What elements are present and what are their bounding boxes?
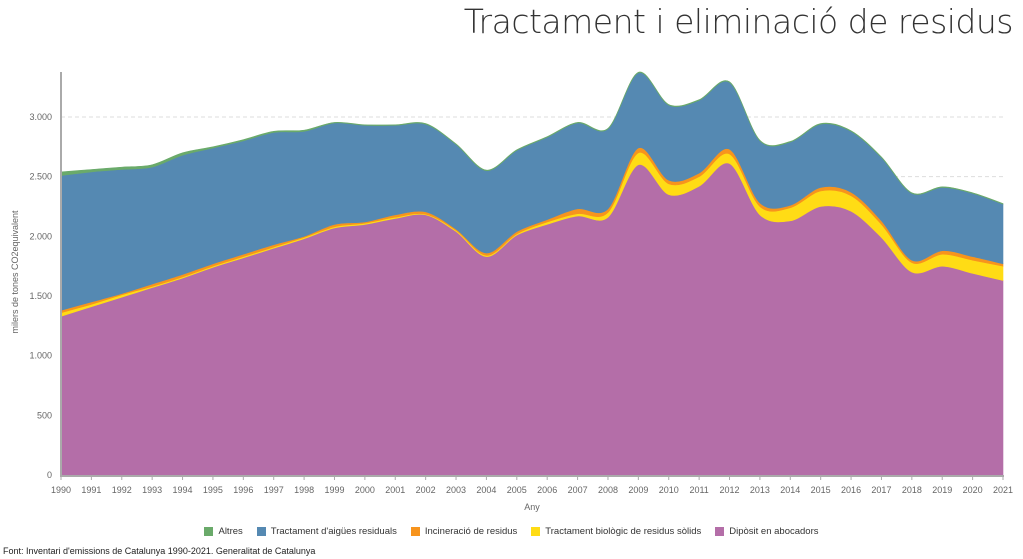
chart-title: Tractament i eliminació de residus bbox=[463, 2, 1014, 41]
legend-item[interactable]: Dipòsit en abocadors bbox=[715, 526, 819, 537]
legend-label: Dipòsit en abocadors bbox=[729, 526, 819, 537]
x-tick-label: 2002 bbox=[416, 485, 436, 495]
y-tick-label: 1.000 bbox=[29, 351, 52, 361]
legend-label: Tractament d'aigües residuals bbox=[270, 526, 397, 537]
x-tick-label: 2007 bbox=[568, 485, 588, 495]
legend-item[interactable]: Tractament d'aigües residuals bbox=[256, 526, 397, 537]
x-tick-label: 2011 bbox=[689, 485, 708, 495]
legend-swatch bbox=[204, 527, 214, 536]
x-tick-label: 2003 bbox=[446, 485, 466, 495]
x-tick-label: 2000 bbox=[355, 485, 375, 495]
x-tick-label: 2017 bbox=[871, 485, 891, 495]
y-tick-label: 1.500 bbox=[29, 291, 52, 301]
x-axis-title: Any bbox=[524, 502, 540, 512]
legend-swatch bbox=[531, 527, 541, 536]
x-tick-label: 1994 bbox=[173, 485, 193, 495]
legend-label: Incineració de residus bbox=[424, 526, 518, 537]
y-tick-label: 3.000 bbox=[29, 112, 52, 122]
x-tick-label: 2021 bbox=[993, 485, 1013, 495]
x-tick-label: 2008 bbox=[598, 485, 618, 495]
x-tick-label: 1993 bbox=[142, 485, 162, 495]
x-tick-label: 2014 bbox=[780, 485, 800, 495]
x-tick-label: 2001 bbox=[385, 485, 405, 495]
x-tick-label: 1996 bbox=[233, 485, 253, 495]
x-tick-label: 2019 bbox=[932, 485, 952, 495]
x-tick-label: 2013 bbox=[750, 485, 770, 495]
x-tick-label: 1997 bbox=[264, 485, 284, 495]
y-tick-label: 2.000 bbox=[29, 231, 52, 241]
x-tick-label: 2010 bbox=[659, 485, 679, 495]
x-tick-label: 2020 bbox=[963, 485, 983, 495]
legend-item[interactable]: Tractament biològic de residus sòlids bbox=[531, 526, 701, 537]
x-tick-label: 1999 bbox=[324, 485, 344, 495]
y-tick-label: 0 bbox=[47, 470, 52, 480]
x-tick-label: 2004 bbox=[476, 485, 496, 495]
source-note: Font: Inventari d'emissions de Catalunya… bbox=[3, 546, 316, 556]
legend-item[interactable]: Incineració de residus bbox=[410, 526, 518, 537]
legend-label: Altres bbox=[218, 526, 243, 537]
x-tick-label: 2015 bbox=[811, 485, 831, 495]
x-tick-label: 1992 bbox=[112, 485, 132, 495]
legend-label: Tractament biològic de residus sòlids bbox=[545, 526, 702, 537]
x-tick-label: 2018 bbox=[902, 485, 922, 495]
x-tick-label: 2016 bbox=[841, 485, 861, 495]
x-tick-label: 1991 bbox=[81, 485, 101, 495]
y-tick-label: 2.500 bbox=[29, 172, 52, 182]
x-tick-label: 2012 bbox=[720, 485, 740, 495]
x-tick-label: 2005 bbox=[507, 485, 527, 495]
legend-swatch bbox=[256, 527, 266, 536]
legend-swatch bbox=[410, 527, 420, 536]
x-tick-label: 2006 bbox=[537, 485, 557, 495]
x-tick-label: 1995 bbox=[203, 485, 223, 495]
y-axis-title: milers de tones CO2equivalent bbox=[10, 210, 20, 334]
x-tick-label: 1998 bbox=[294, 485, 314, 495]
area-altres bbox=[60, 71, 1004, 205]
legend-item[interactable]: Altres bbox=[204, 526, 243, 537]
x-tick-label: 1990 bbox=[51, 485, 71, 495]
legend: Altres Tractament d'aigües residuals Incin… bbox=[0, 526, 1023, 537]
y-tick-label: 500 bbox=[37, 410, 52, 420]
legend-swatch bbox=[715, 527, 725, 536]
x-tick-label: 2009 bbox=[628, 485, 648, 495]
